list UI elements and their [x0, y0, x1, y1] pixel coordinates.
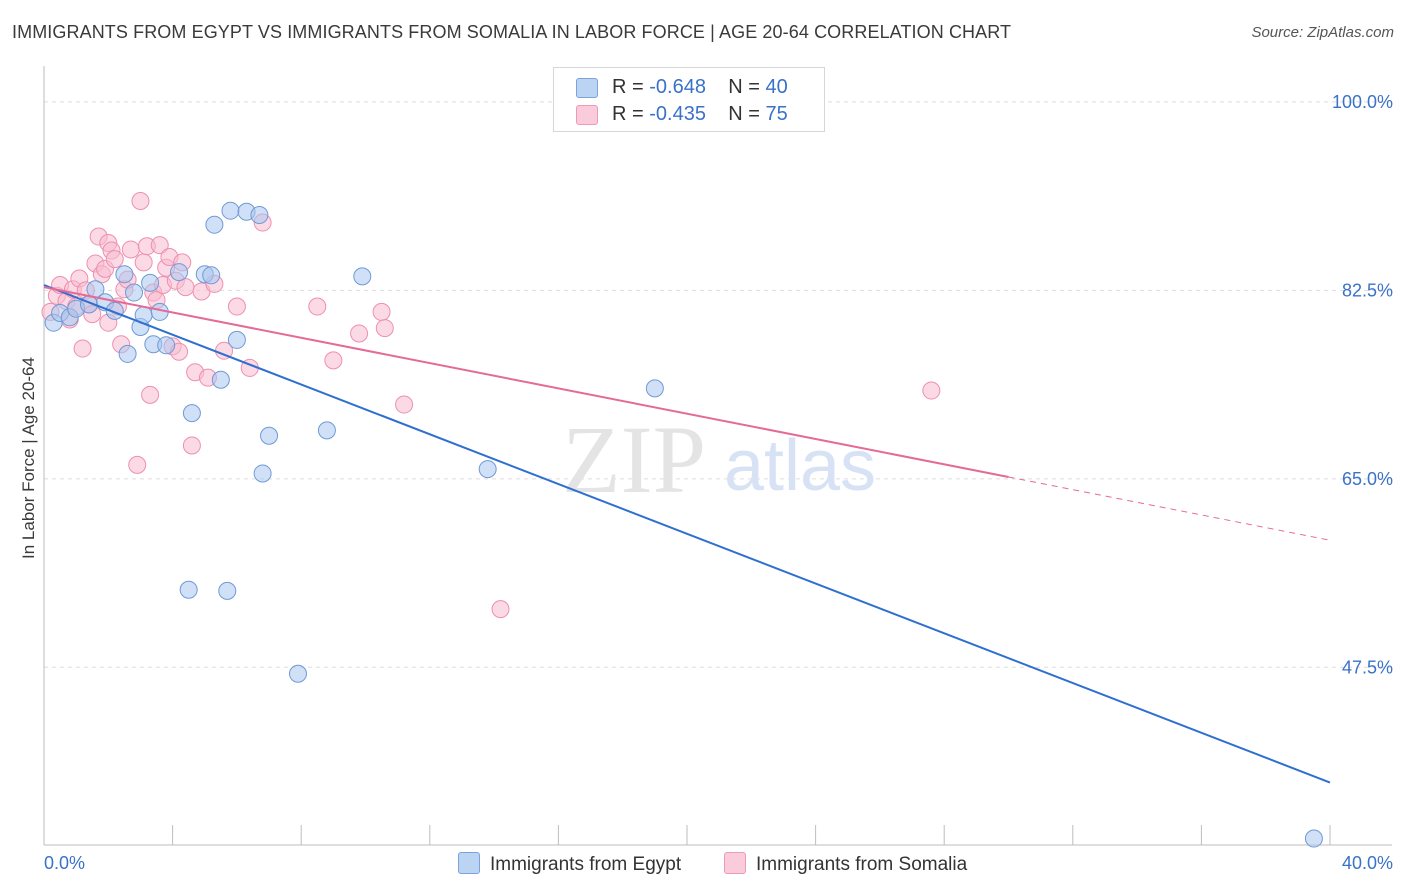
egypt-point-31 — [288, 664, 307, 683]
x-tick-label-0: 0.0% — [44, 853, 85, 873]
egypt-r-value: -0.648 — [649, 76, 706, 98]
watermark-atlas: atlas — [724, 426, 876, 506]
somalia-point-32 — [150, 236, 169, 255]
egypt-trend-line — [43, 284, 1331, 784]
somalia-point-56 — [491, 600, 510, 619]
egypt-point-8 — [115, 265, 134, 284]
egypt-point-9 — [118, 344, 137, 363]
somalia-legend-swatch — [724, 852, 746, 874]
legend-item-somalia[interactable]: Immigrants from Somalia — [724, 852, 967, 878]
somalia-point-24 — [121, 240, 140, 259]
somalia-point-54 — [375, 319, 394, 338]
egypt-point-7 — [105, 301, 124, 320]
egypt-point-24 — [218, 581, 237, 600]
correlation-legend: R = -0.648 N = 40 R = -0.435 N = 75 — [553, 67, 825, 132]
egypt-point-19 — [182, 404, 201, 423]
somalia-r-value: -0.435 — [649, 103, 706, 125]
source-label: Source: ZipAtlas.com — [1251, 24, 1394, 41]
egypt-point-34 — [478, 460, 497, 479]
egypt-point-30 — [260, 426, 279, 445]
y-axis-label: In Labor Force | Age 20-64 — [19, 357, 38, 559]
x-tick-label-1: 40.0% — [1342, 853, 1393, 873]
somalia-n-value: 75 — [765, 103, 788, 125]
somalia-trend-line — [43, 286, 1009, 478]
egypt-n-value: 40 — [765, 76, 788, 98]
somalia-r-label: R = — [612, 103, 650, 125]
egypt-legend-label: Immigrants from Egypt — [490, 854, 682, 875]
somalia-point-40 — [176, 278, 195, 297]
egypt-point-10 — [125, 283, 144, 302]
trend-lines — [43, 284, 1331, 784]
egypt-swatch — [576, 78, 598, 98]
somalia-point-26 — [131, 192, 150, 210]
somalia-point-8 — [73, 339, 92, 358]
gridlines — [44, 101, 1392, 668]
egypt-r-label: R = — [612, 76, 650, 98]
egypt-point-21 — [202, 266, 221, 285]
watermark: ZIP atlas — [562, 406, 876, 513]
somalia-point-50 — [308, 297, 327, 316]
y-tick-label-2: 65.0% — [1342, 469, 1393, 489]
somalia-point-57 — [922, 381, 941, 400]
egypt-point-35 — [645, 379, 664, 398]
axes — [43, 66, 1392, 846]
egypt-point-13 — [141, 273, 160, 292]
y-tick-label-3: 47.5% — [1342, 657, 1393, 677]
egypt-point-26 — [227, 330, 246, 349]
egypt-point-32 — [317, 421, 336, 440]
tick-labels: 100.0% 82.5% 65.0% 47.5% 0.0% 40.0% — [44, 92, 1393, 873]
somalia-point-53 — [372, 302, 391, 321]
egypt-point-36 — [1304, 829, 1323, 848]
somalia-point-25 — [128, 455, 147, 474]
y-tick-label-0: 100.0% — [1332, 92, 1393, 112]
somalia-point-51 — [324, 351, 343, 370]
legend-item-egypt[interactable]: Immigrants from Egypt — [458, 852, 681, 878]
egypt-point-17 — [170, 263, 189, 282]
egypt-point-29 — [253, 464, 272, 483]
somalia-swatch — [576, 105, 598, 125]
egypt-point-33 — [353, 267, 372, 286]
somalia-n-label: N = — [728, 103, 766, 125]
somalia-legend-label: Immigrants from Somalia — [756, 854, 968, 875]
data-points — [41, 192, 1323, 848]
chart-title: IMMIGRANTS FROM EGYPT VS IMMIGRANTS FROM… — [12, 22, 1012, 42]
egypt-legend-swatch — [458, 852, 480, 874]
somalia-point-41 — [182, 436, 201, 455]
somalia-point-52 — [350, 324, 369, 343]
somalia-trend-line-extension — [1008, 476, 1331, 541]
egypt-point-25 — [221, 201, 240, 220]
somalia-point-55 — [395, 395, 414, 414]
somalia-point-27 — [134, 253, 153, 272]
y-tick-label-1: 82.5% — [1342, 280, 1393, 300]
egypt-point-22 — [205, 215, 224, 234]
somalia-point-47 — [227, 297, 246, 316]
somalia-point-29 — [141, 385, 160, 404]
egypt-point-23 — [211, 370, 230, 389]
egypt-n-label: N = — [728, 76, 766, 98]
somalia-point-19 — [105, 250, 124, 269]
egypt-point-18 — [179, 580, 198, 599]
egypt-point-28 — [250, 206, 269, 224]
watermark-zip: ZIP — [562, 406, 706, 513]
egypt-point-16 — [157, 336, 176, 355]
